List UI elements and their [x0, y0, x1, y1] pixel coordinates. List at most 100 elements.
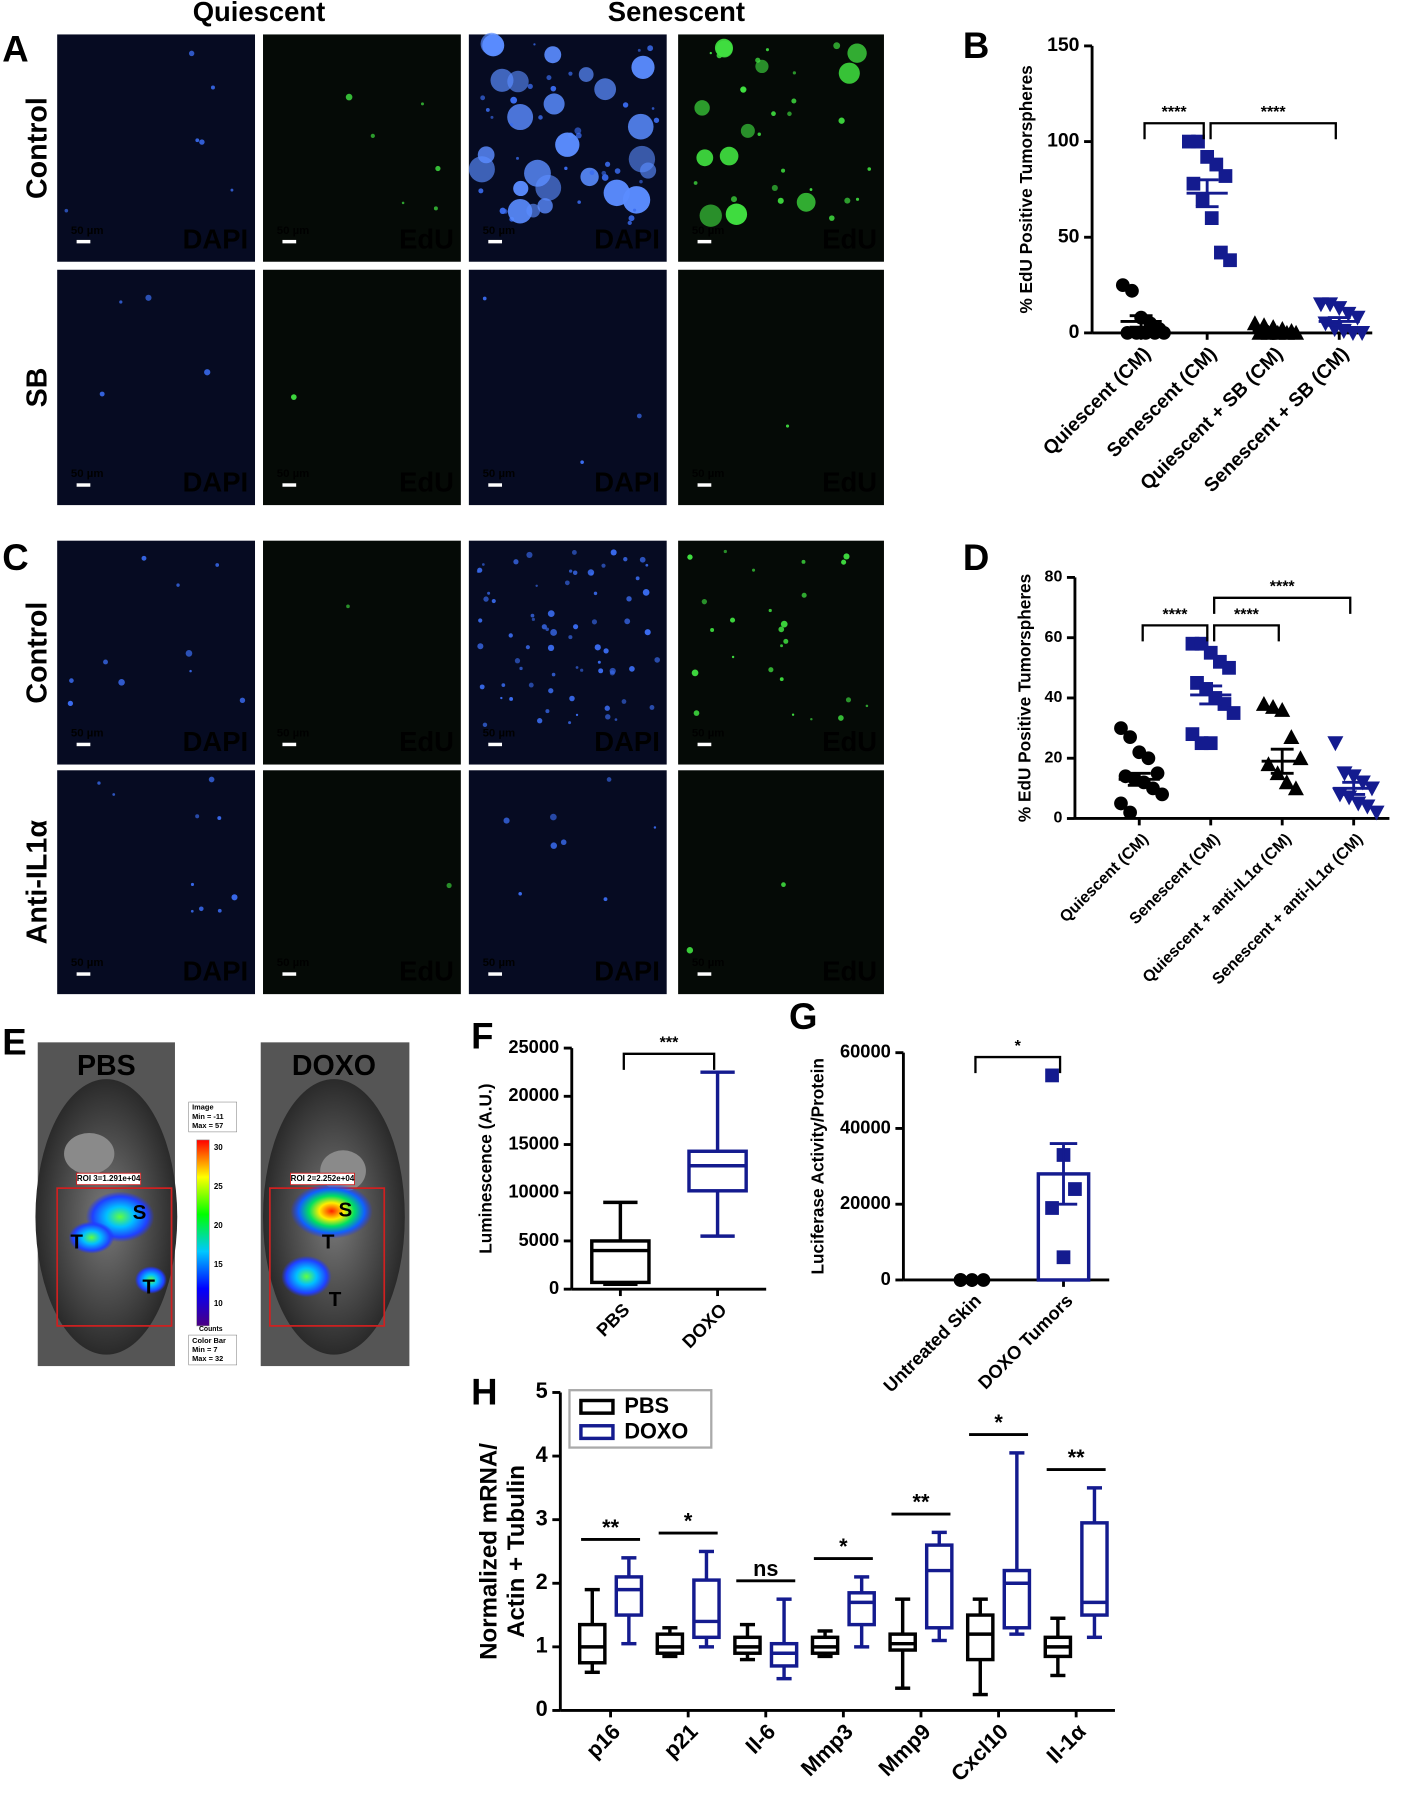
- cell: [547, 644, 555, 652]
- data-point: [1157, 326, 1171, 340]
- color-bar-box: [188, 1334, 238, 1366]
- cell: [765, 48, 769, 52]
- significance-bracket: [1141, 624, 1209, 642]
- cell: [629, 666, 635, 672]
- cell: [479, 684, 485, 690]
- cell: [551, 672, 556, 677]
- cell: [545, 709, 550, 714]
- cell: [781, 882, 786, 888]
- cell: [103, 659, 108, 665]
- y-tick-label: 15000: [508, 1132, 559, 1153]
- cell: [752, 568, 756, 572]
- stain-label: DAPI: [183, 223, 249, 254]
- data-point: [1331, 301, 1348, 317]
- cell: [569, 695, 575, 702]
- cell: [525, 645, 530, 650]
- cell: [740, 123, 755, 138]
- micrograph: [468, 540, 667, 765]
- cell: [645, 563, 649, 567]
- cell: [537, 718, 543, 724]
- significance-label: **: [602, 1515, 619, 1540]
- scale-bar: [76, 742, 91, 747]
- roi-label: ROI 2=2.252e+04: [291, 1174, 355, 1183]
- chart: 0 5000 10000 15000 20000 25000 Luminescence (A…: [476, 1034, 767, 1352]
- colorbar-text: Max = 57: [192, 1121, 223, 1130]
- cell: [644, 629, 651, 636]
- cell: [550, 85, 557, 92]
- box: [692, 1578, 721, 1640]
- cell: [587, 569, 595, 576]
- cell: [768, 608, 772, 613]
- cell: [575, 713, 579, 717]
- scale-label: 50 µm: [71, 728, 104, 740]
- cell: [483, 596, 489, 602]
- x-tick-label: Il-6: [740, 1719, 780, 1759]
- significance-label: ****: [1261, 103, 1287, 121]
- cell: [119, 300, 123, 304]
- box: [614, 1575, 644, 1617]
- cell: [631, 55, 655, 79]
- micrograph: [678, 269, 884, 506]
- y-tick-label: 100: [1047, 130, 1080, 152]
- cell: [550, 842, 558, 849]
- cell: [516, 156, 519, 160]
- cell: [639, 179, 643, 184]
- cell: [604, 705, 610, 711]
- cell: [188, 50, 195, 57]
- y-tick-label: 2: [536, 1569, 548, 1594]
- stain-label: DAPI: [594, 467, 660, 498]
- y-tick-label: 10000: [508, 1181, 559, 1202]
- cell: [568, 569, 573, 573]
- y-tick-label: 3: [536, 1505, 548, 1530]
- scale-label: 50 µm: [483, 468, 516, 480]
- box: [924, 1543, 954, 1630]
- cell: [145, 294, 152, 301]
- cell: [623, 557, 628, 562]
- stain-label: DAPI: [594, 223, 660, 254]
- cell: [401, 201, 405, 205]
- y-tick-label: 0: [881, 1268, 891, 1289]
- data-point: [1265, 698, 1282, 714]
- box: [965, 1613, 995, 1662]
- micrograph: [678, 770, 884, 995]
- cell: [755, 59, 769, 74]
- x-tick-label: Mmp3: [796, 1719, 858, 1781]
- cell: [730, 617, 736, 623]
- cell: [597, 660, 601, 664]
- data-point: [1283, 729, 1300, 745]
- cell: [844, 197, 851, 204]
- y-axis-label: Normalized mRNA/: [476, 1443, 503, 1660]
- cell: [622, 102, 629, 108]
- cell: [190, 909, 194, 913]
- cell: [478, 188, 484, 194]
- significance-label: **: [1068, 1445, 1085, 1470]
- cell: [598, 668, 604, 674]
- colorbar-tick: 15: [214, 1260, 223, 1269]
- data-point: [1203, 736, 1218, 751]
- micrograph: [57, 770, 256, 995]
- data-point: [1056, 1250, 1071, 1265]
- y-tick-label: 40: [1045, 688, 1063, 706]
- cell: [548, 688, 554, 694]
- cell: [433, 206, 438, 211]
- cell: [601, 174, 609, 181]
- data-point: [1045, 1068, 1059, 1083]
- data-point: [1327, 736, 1344, 752]
- cell: [141, 555, 147, 561]
- micrograph: [57, 269, 256, 506]
- cell: [64, 208, 69, 213]
- color-bar: [196, 1139, 210, 1327]
- scale-label: 50 µm: [692, 468, 725, 480]
- data-point: [1255, 695, 1272, 711]
- cell: [780, 620, 788, 628]
- data-point: [1345, 769, 1362, 785]
- data-point: [1354, 326, 1371, 341]
- cell: [691, 669, 699, 677]
- cell: [485, 107, 490, 112]
- panel-label: G: [789, 996, 817, 1037]
- cell: [696, 149, 714, 167]
- cell: [640, 162, 657, 179]
- cell: [636, 413, 642, 419]
- micrograph: [263, 770, 461, 995]
- row-label: Control: [21, 97, 53, 199]
